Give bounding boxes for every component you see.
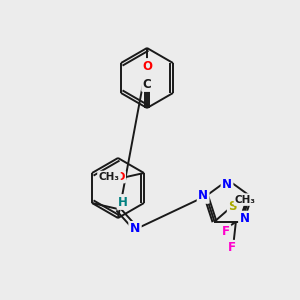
Text: N: N [142, 62, 152, 76]
Text: CH₃: CH₃ [98, 172, 119, 182]
Text: C: C [142, 77, 152, 91]
Text: N: N [239, 212, 250, 225]
Text: CH₃: CH₃ [235, 195, 256, 205]
Text: F: F [222, 225, 230, 239]
Text: O: O [115, 172, 125, 182]
Text: N: N [222, 178, 232, 191]
Text: N: N [198, 189, 208, 203]
Text: N: N [130, 223, 140, 236]
Text: O: O [142, 59, 152, 73]
Text: H: H [118, 196, 128, 208]
Text: F: F [228, 242, 236, 254]
Text: S: S [228, 200, 237, 213]
